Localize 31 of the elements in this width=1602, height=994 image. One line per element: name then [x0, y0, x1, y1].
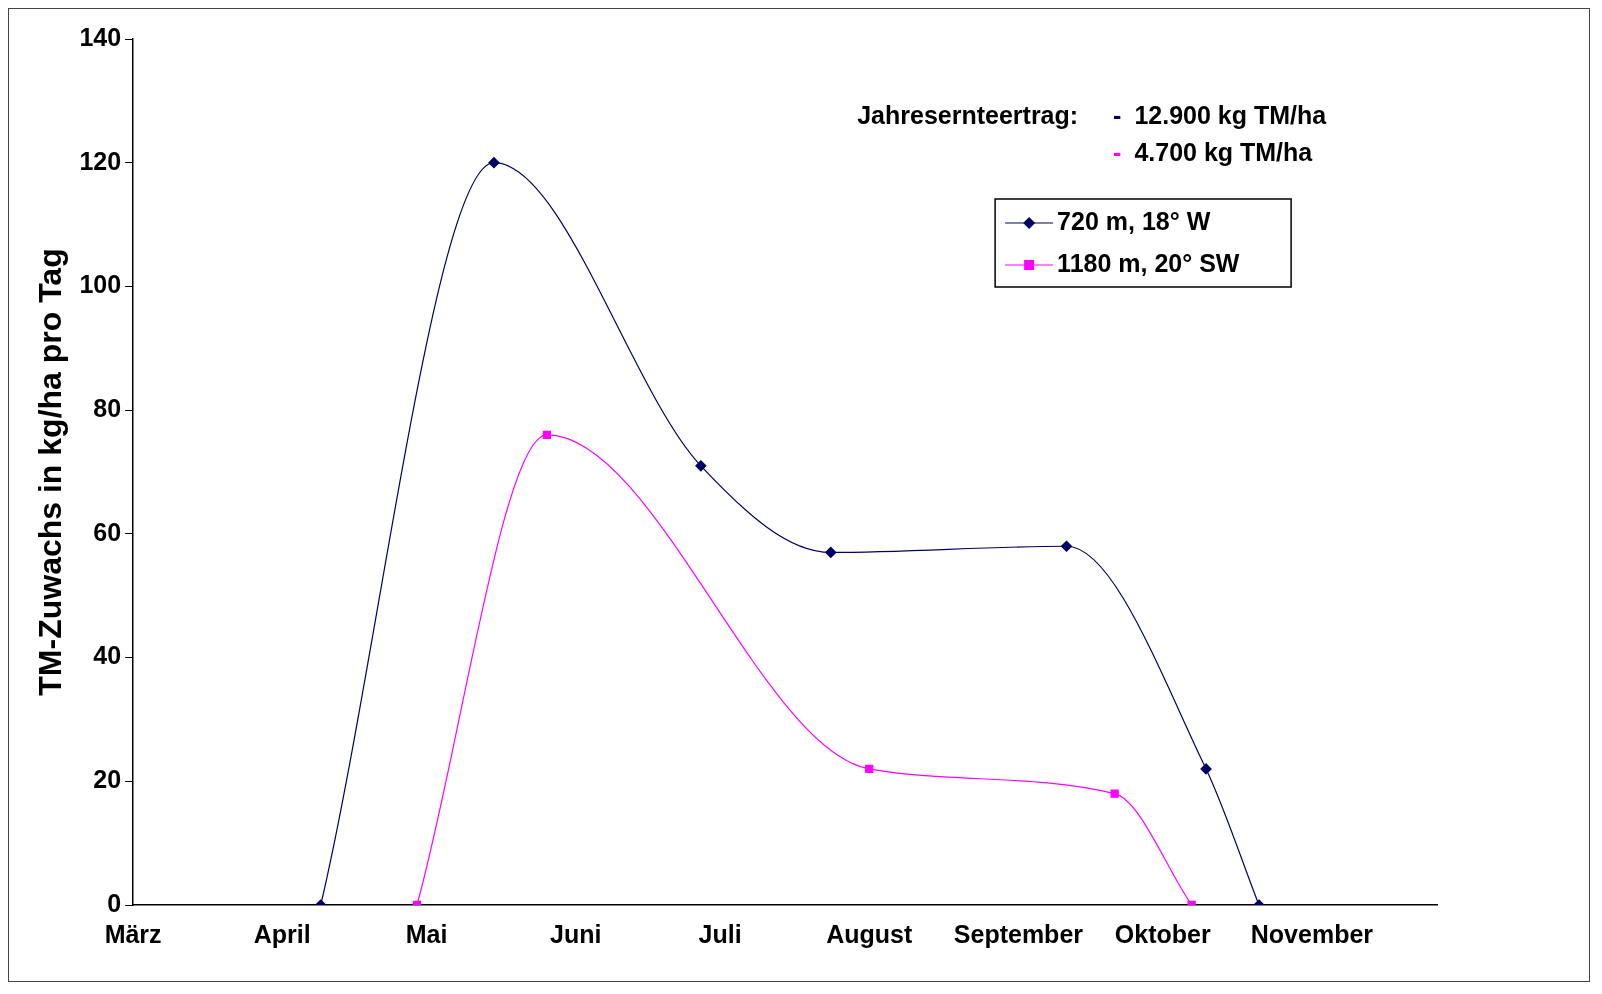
- y-tick-label: 40: [93, 641, 122, 670]
- y-tick-label: 120: [79, 146, 122, 175]
- point: [542, 430, 552, 440]
- x-tick-label: Oktober: [1114, 919, 1211, 948]
- x-tick-label: Juli: [698, 919, 742, 948]
- point: [1200, 763, 1212, 775]
- y-tick-label: 80: [93, 394, 122, 423]
- y-tick-label: 0: [107, 888, 122, 917]
- annotation: - 12.900 kg TM/ha: [1113, 100, 1328, 129]
- legend-label: 720 m, 18° W: [1057, 206, 1211, 235]
- y-tick-label: 20: [93, 765, 122, 794]
- y-tick-label: 60: [93, 517, 122, 546]
- x-tick-label: Mai: [405, 919, 448, 948]
- x-tick-label: März: [104, 919, 162, 948]
- x-tick-label: Juni: [550, 919, 602, 948]
- x-tick-label: November: [1250, 919, 1374, 948]
- x-tick-label: April: [253, 919, 311, 948]
- x-tick-label: September: [953, 919, 1084, 948]
- y-tick-label: 100: [79, 270, 122, 299]
- point: [488, 157, 500, 169]
- annotation: - 4.700 kg TM/ha: [1113, 137, 1314, 166]
- y-axis-title: TM-Zuwachs in kg/ha pro Tag: [32, 248, 69, 696]
- point: [1060, 540, 1073, 552]
- point: [825, 546, 837, 559]
- point: [865, 764, 874, 774]
- point: [1110, 789, 1119, 798]
- y-tick-label: 140: [79, 22, 122, 51]
- annotation: Jahresernteertrag:: [857, 100, 1079, 129]
- point: [695, 460, 707, 472]
- x-tick-label: August: [826, 919, 913, 948]
- legend-label: 1180 m, 20° SW: [1057, 248, 1240, 277]
